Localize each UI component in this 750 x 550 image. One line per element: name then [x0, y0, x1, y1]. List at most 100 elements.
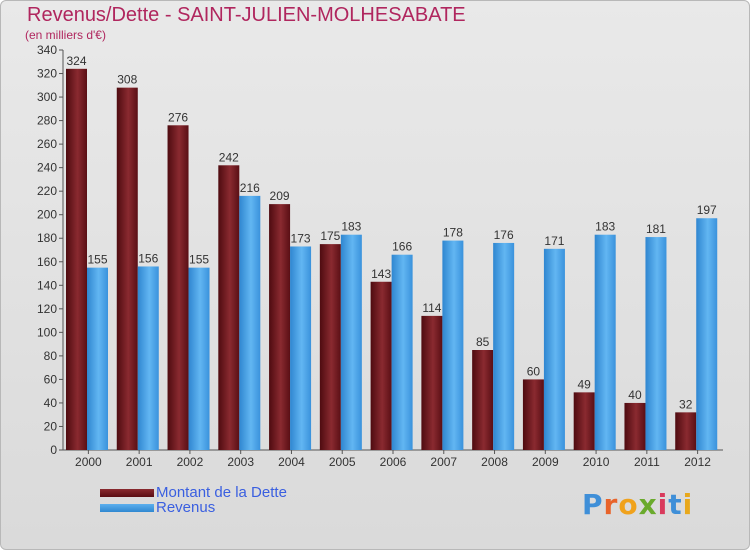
- bar-revenus: [493, 242, 515, 450]
- x-tick-label: 2004: [278, 455, 305, 469]
- x-tick-label: 2002: [177, 455, 204, 469]
- data-label-dette: 276: [168, 110, 188, 124]
- bar-revenus: [87, 267, 108, 450]
- bars: [66, 68, 718, 450]
- bar-revenus: [442, 240, 464, 450]
- legend-swatch-dette: [100, 488, 154, 497]
- bar-revenus: [696, 218, 718, 450]
- data-label-revenus: 176: [494, 228, 514, 242]
- y-tick-label: 180: [37, 231, 57, 245]
- legend-item-revenus: Revenus: [100, 500, 287, 515]
- bar-dette: [522, 379, 544, 450]
- y-tick-label: 140: [37, 278, 57, 292]
- bar-dette: [370, 281, 392, 450]
- y-tick-label: 0: [50, 443, 57, 457]
- y-tick-label: 320: [37, 67, 57, 81]
- x-tick-label: 2011: [634, 455, 660, 469]
- y-tick-label: 260: [37, 137, 57, 151]
- bar-revenus: [543, 248, 565, 450]
- bar-dette: [269, 204, 291, 450]
- y-tick-label: 280: [37, 114, 57, 128]
- x-tick-label: 2008: [481, 455, 508, 469]
- data-label-dette: 114: [422, 301, 441, 315]
- chart-title: Revenus/Dette - SAINT-JULIEN-MOLHESABATE: [27, 4, 466, 26]
- x-tick-label: 2003: [227, 455, 254, 469]
- x-tick-label: 2000: [75, 455, 102, 469]
- legend-item-dette: Montant de la Dette: [100, 485, 287, 500]
- data-label-dette: 242: [219, 150, 239, 164]
- x-tick-label: 2010: [583, 455, 610, 469]
- logo-letter: i: [657, 488, 669, 521]
- logo-letter: P: [582, 488, 604, 521]
- data-label-revenus: 156: [138, 251, 158, 265]
- bar-dette: [573, 392, 595, 450]
- bar-dette: [675, 412, 697, 450]
- data-label-revenus: 155: [189, 253, 209, 267]
- y-tick-label: 340: [37, 43, 57, 57]
- data-label-revenus: 183: [595, 220, 615, 234]
- data-label-dette: 32: [679, 397, 693, 411]
- data-label-revenus: 178: [443, 226, 463, 240]
- bar-revenus: [391, 254, 413, 450]
- proxiti-logo: Proxiti: [582, 488, 693, 521]
- logo-letter: t: [668, 488, 683, 521]
- data-label-revenus: 216: [240, 181, 260, 195]
- data-label-dette: 143: [371, 267, 391, 281]
- axes: 0 20 40 60 80 100 120 140 160 180 200 220 240 260 280 3…: [37, 43, 723, 469]
- bar-dette: [116, 87, 138, 450]
- y-tick-label: 120: [37, 302, 57, 316]
- y-tick-label: 300: [37, 90, 57, 104]
- bar-revenus: [290, 246, 312, 450]
- bar-revenus: [340, 234, 362, 450]
- y-tick-label: 20: [44, 419, 58, 433]
- bar-revenus: [188, 267, 210, 450]
- bar-dette: [472, 350, 494, 450]
- data-label-dette: 209: [270, 189, 290, 203]
- data-label-dette: 49: [578, 377, 592, 391]
- logo-letter: o: [618, 488, 639, 521]
- data-label-dette: 175: [320, 229, 340, 243]
- legend-label-dette: Montant de la Dette: [156, 484, 287, 501]
- x-tick-label: 2006: [380, 455, 407, 469]
- data-label-dette: 324: [66, 54, 86, 68]
- bar-revenus: [137, 266, 159, 450]
- data-label-revenus: 183: [341, 220, 361, 234]
- data-label-dette: 40: [628, 388, 642, 402]
- logo-letter: x: [638, 488, 658, 521]
- data-label-revenus: 166: [392, 240, 412, 254]
- data-label-revenus: 181: [646, 222, 666, 236]
- data-label-revenus: 155: [87, 253, 107, 267]
- x-tick-label: 2012: [684, 455, 711, 469]
- y-tick-label: 40: [44, 396, 58, 410]
- bar-dette: [421, 315, 443, 450]
- x-tick-label: 2009: [532, 455, 559, 469]
- x-tick-label: 2005: [329, 455, 356, 469]
- data-label-revenus: 197: [697, 203, 717, 217]
- data-label-revenus: 171: [544, 234, 564, 248]
- logo-letter: i: [682, 488, 694, 521]
- y-tick-label: 80: [44, 349, 58, 363]
- data-label-dette: 85: [476, 335, 490, 349]
- y-tick-label: 160: [37, 255, 57, 269]
- data-label-dette: 308: [117, 73, 137, 87]
- logo-letter: r: [603, 488, 619, 521]
- y-tick-label: 60: [44, 372, 58, 386]
- bar-dette: [319, 244, 341, 450]
- bar-dette: [218, 165, 240, 450]
- y-tick-label: 200: [37, 208, 57, 222]
- x-tick-label: 2001: [126, 455, 153, 469]
- y-tick-label: 220: [37, 184, 57, 198]
- legend-swatch-revenus: [100, 503, 154, 512]
- data-label-dette: 60: [527, 364, 541, 378]
- bar-revenus: [645, 237, 667, 450]
- bar-revenus: [594, 234, 616, 450]
- data-label-revenus: 173: [291, 231, 311, 245]
- chart-subtitle: (en milliers d'€): [25, 28, 106, 42]
- bar-dette: [66, 68, 87, 450]
- y-tick-label: 240: [37, 161, 57, 175]
- bar-revenus: [239, 195, 261, 450]
- legend-label-revenus: Revenus: [156, 499, 216, 516]
- y-tick-label: 100: [37, 325, 57, 339]
